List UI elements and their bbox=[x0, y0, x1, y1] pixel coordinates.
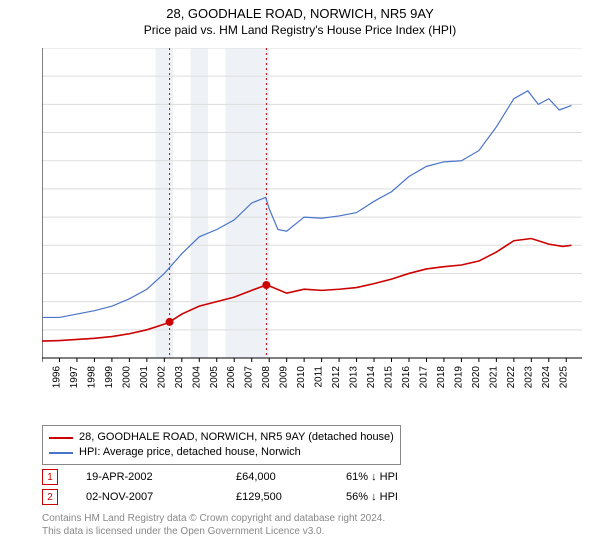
marker-table: 1 19-APR-2002£64,00061% ↓ HPI 2 02-NOV-2007… bbox=[42, 467, 582, 507]
svg-text:2022: 2022 bbox=[506, 366, 517, 388]
svg-text:2025: 2025 bbox=[558, 366, 569, 388]
svg-text:2003: 2003 bbox=[174, 366, 185, 388]
svg-text:1997: 1997 bbox=[69, 366, 80, 388]
svg-text:2011: 2011 bbox=[314, 366, 325, 388]
chart-title-1: 28, GOODHALE ROAD, NORWICH, NR5 9AY bbox=[0, 6, 600, 21]
svg-text:2020: 2020 bbox=[471, 366, 482, 388]
marker-date: 02-NOV-2007 bbox=[86, 491, 236, 503]
svg-text:2006: 2006 bbox=[226, 366, 237, 388]
marker-price: £129,500 bbox=[236, 491, 346, 503]
svg-text:2017: 2017 bbox=[418, 366, 429, 388]
legend-swatch bbox=[49, 452, 73, 454]
svg-text:2008: 2008 bbox=[261, 366, 272, 388]
marker-pct: 56% ↓ HPI bbox=[346, 491, 466, 503]
svg-text:2002: 2002 bbox=[156, 366, 167, 388]
svg-text:1999: 1999 bbox=[104, 366, 115, 388]
marker-row: 2 02-NOV-2007£129,50056% ↓ HPI bbox=[42, 487, 582, 507]
footer-line-1: Contains HM Land Registry data © Crown c… bbox=[42, 512, 385, 525]
svg-text:2012: 2012 bbox=[331, 366, 342, 388]
chart-title-2: Price paid vs. HM Land Registry's House … bbox=[0, 23, 600, 37]
legend: 28, GOODHALE ROAD, NORWICH, NR5 9AY (det… bbox=[42, 425, 401, 465]
svg-text:1996: 1996 bbox=[51, 366, 62, 388]
legend-label: HPI: Average price, detached house, Norw… bbox=[79, 445, 301, 460]
svg-text:2014: 2014 bbox=[366, 366, 377, 388]
chart: £0£50K£100K£150K£200K£250K£300K£350K£400… bbox=[42, 48, 582, 388]
svg-text:2010: 2010 bbox=[296, 366, 307, 388]
marker-date: 19-APR-2002 bbox=[86, 471, 236, 483]
svg-text:2015: 2015 bbox=[384, 366, 395, 388]
legend-label: 28, GOODHALE ROAD, NORWICH, NR5 9AY (det… bbox=[79, 430, 394, 445]
svg-text:2013: 2013 bbox=[349, 366, 360, 388]
svg-text:2023: 2023 bbox=[523, 366, 534, 388]
marker-row: 1 19-APR-2002£64,00061% ↓ HPI bbox=[42, 467, 582, 487]
svg-text:2000: 2000 bbox=[121, 366, 132, 388]
marker-price: £64,000 bbox=[236, 471, 346, 483]
marker-number-box: 2 bbox=[42, 489, 58, 505]
svg-text:2005: 2005 bbox=[209, 366, 220, 388]
svg-text:2021: 2021 bbox=[488, 366, 499, 388]
svg-text:1995: 1995 bbox=[42, 366, 45, 388]
marker-pct: 61% ↓ HPI bbox=[346, 471, 466, 483]
svg-text:2016: 2016 bbox=[401, 366, 412, 388]
svg-text:2001: 2001 bbox=[139, 366, 150, 388]
svg-text:2019: 2019 bbox=[453, 366, 464, 388]
svg-text:2004: 2004 bbox=[191, 366, 202, 388]
svg-text:2009: 2009 bbox=[279, 366, 290, 388]
marker-number-box: 1 bbox=[42, 469, 58, 485]
svg-text:2007: 2007 bbox=[244, 366, 255, 388]
footer: Contains HM Land Registry data © Crown c… bbox=[42, 512, 385, 538]
legend-swatch bbox=[49, 437, 73, 439]
svg-text:2018: 2018 bbox=[436, 366, 447, 388]
svg-text:1998: 1998 bbox=[86, 366, 97, 388]
svg-text:2024: 2024 bbox=[541, 366, 552, 388]
legend-row: 28, GOODHALE ROAD, NORWICH, NR5 9AY (det… bbox=[49, 430, 394, 445]
footer-line-2: This data is licensed under the Open Gov… bbox=[42, 525, 385, 538]
legend-row: HPI: Average price, detached house, Norw… bbox=[49, 445, 394, 460]
